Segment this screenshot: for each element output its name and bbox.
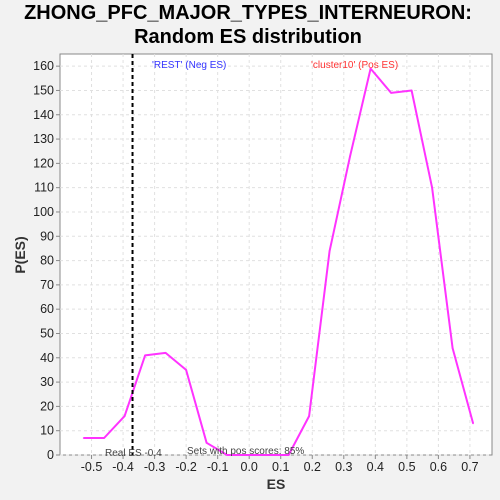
y-tick-label: 0 <box>47 448 54 462</box>
real-es-label: Real ES -0.4 <box>105 448 162 459</box>
pos-es-annotation: 'cluster10' (Pos ES) <box>311 60 398 71</box>
chart-title-line1: ZHONG_PFC_MAJOR_TYPES_INTERNEURON: <box>24 2 472 24</box>
data-point <box>410 89 413 92</box>
data-point <box>390 92 392 94</box>
y-tick-label: 30 <box>40 375 54 389</box>
y-tick-label: 20 <box>40 399 54 413</box>
data-point <box>123 415 126 417</box>
y-tick-label: 110 <box>34 181 54 195</box>
x-tick-label: -0.5 <box>81 460 103 474</box>
y-tick-label: 160 <box>33 59 54 73</box>
data-point <box>103 437 105 439</box>
series-line <box>83 67 475 456</box>
data-point <box>431 186 433 189</box>
x-tick-label: 0.7 <box>461 460 478 474</box>
data-point <box>246 454 249 456</box>
data-point <box>205 442 208 444</box>
data-point <box>164 352 167 354</box>
y-tick-label: 90 <box>40 229 54 243</box>
x-tick-label: -0.3 <box>144 460 166 474</box>
data-point <box>287 454 290 456</box>
x-tick-label: -0.1 <box>207 460 229 474</box>
x-tick-label: 0.1 <box>272 460 289 474</box>
y-tick-label: 100 <box>33 205 54 219</box>
x-tick-label: 0.0 <box>241 460 258 474</box>
data-point <box>451 347 454 349</box>
data-point <box>144 354 146 357</box>
data-point <box>472 422 474 425</box>
x-tick-label: 0.4 <box>367 460 384 474</box>
data-point <box>328 250 331 252</box>
y-tick-label: 80 <box>40 254 54 268</box>
chart-title-line2: Random ES distribution <box>134 26 362 48</box>
data-point <box>185 369 187 371</box>
x-tick-label: 0.3 <box>335 460 352 474</box>
pos-scores-label: Sets with pos scores: 85% <box>187 446 304 457</box>
y-tick-label: 120 <box>33 156 54 170</box>
y-axis-ticks: 0 10 20 30 40 50 60 70 80 90 100 110 120 130 140 150 160 <box>33 59 60 462</box>
x-axis-title: ES <box>267 476 286 492</box>
y-tick-label: 50 <box>40 326 54 340</box>
data-point <box>226 454 228 456</box>
data-point <box>308 415 310 417</box>
plot-area <box>59 53 493 456</box>
x-tick-label: 0.2 <box>304 460 321 474</box>
data-point <box>82 437 85 439</box>
y-tick-label: 10 <box>40 424 54 438</box>
y-tick-label: 70 <box>40 278 54 292</box>
x-tick-label: -0.4 <box>112 460 134 474</box>
data-point <box>267 454 269 456</box>
y-tick-label: 60 <box>40 302 54 316</box>
series-layer <box>82 67 475 456</box>
x-tick-label: 0.6 <box>430 460 447 474</box>
neg-es-annotation: 'REST' (Neg ES) <box>152 60 226 71</box>
x-tick-label: -0.2 <box>175 460 197 474</box>
y-tick-label: 140 <box>33 108 54 122</box>
x-axis-ticks: -0.5 -0.4 -0.3 -0.2 -0.1 0.0 0.1 0.2 0.3 0.4 0.5 0.… <box>81 455 479 474</box>
data-point <box>369 67 372 70</box>
x-tick-label: 0.5 <box>398 460 415 474</box>
y-tick-label: 130 <box>33 132 54 146</box>
y-tick-label: 40 <box>40 351 54 365</box>
y-tick-label: 150 <box>33 83 54 97</box>
y-axis-title: P(ES) <box>12 236 28 273</box>
data-point <box>349 155 351 157</box>
